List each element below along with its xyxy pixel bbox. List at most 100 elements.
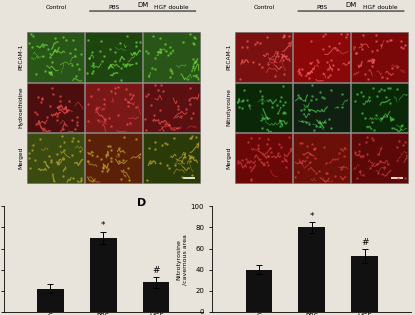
Point xyxy=(240,98,247,103)
Point xyxy=(276,141,282,146)
Point xyxy=(142,128,149,133)
Point xyxy=(375,151,382,156)
Point xyxy=(248,135,254,140)
Text: Nitrotyrosine: Nitrotyrosine xyxy=(226,88,231,126)
Point xyxy=(98,38,105,43)
Point xyxy=(239,99,245,104)
Point xyxy=(316,121,323,126)
Point xyxy=(89,61,96,66)
Point xyxy=(172,162,178,167)
Point xyxy=(46,104,53,109)
Point xyxy=(190,63,196,68)
Point xyxy=(40,43,47,48)
Point xyxy=(187,136,193,141)
Point xyxy=(370,138,376,143)
Point xyxy=(26,155,32,160)
Point xyxy=(171,135,178,140)
Point xyxy=(178,114,185,119)
Point xyxy=(150,117,157,122)
Point xyxy=(192,35,199,40)
Point xyxy=(54,152,60,157)
Point xyxy=(244,39,250,44)
Point xyxy=(111,58,118,63)
Point xyxy=(48,158,55,163)
Point xyxy=(69,117,76,122)
Bar xyxy=(351,32,408,82)
Point xyxy=(34,112,40,117)
Point xyxy=(402,140,409,145)
Point xyxy=(152,83,159,88)
Point xyxy=(235,161,242,166)
Point xyxy=(337,146,344,152)
Point xyxy=(99,168,106,173)
Point xyxy=(263,142,270,147)
Point xyxy=(259,65,265,70)
Bar xyxy=(352,256,378,312)
Point xyxy=(381,165,388,170)
Point xyxy=(57,99,64,104)
Point xyxy=(322,119,328,124)
Point xyxy=(322,32,328,37)
Point xyxy=(144,177,150,182)
Point xyxy=(108,123,115,129)
Bar xyxy=(85,32,142,82)
Point xyxy=(300,106,307,112)
Point xyxy=(266,146,273,151)
Point xyxy=(50,92,57,97)
Point xyxy=(105,167,111,172)
Point xyxy=(159,88,166,93)
Point xyxy=(295,69,301,74)
Point xyxy=(281,100,288,105)
Point xyxy=(311,146,317,152)
Point xyxy=(298,108,304,113)
Point xyxy=(334,66,341,71)
Point xyxy=(239,57,245,62)
Point xyxy=(277,99,283,104)
Point xyxy=(385,162,391,167)
Text: Merged: Merged xyxy=(226,146,231,169)
Point xyxy=(343,32,350,37)
Point xyxy=(387,37,393,42)
Point xyxy=(32,110,39,115)
Point xyxy=(174,106,181,111)
Point xyxy=(65,108,71,113)
Point xyxy=(264,61,271,66)
Point xyxy=(99,164,106,169)
Point xyxy=(378,87,384,92)
Point xyxy=(275,150,281,155)
Point xyxy=(148,102,154,107)
Point xyxy=(394,86,400,91)
Point xyxy=(77,52,84,57)
Point xyxy=(40,53,46,58)
Point xyxy=(167,75,173,80)
Point xyxy=(246,103,252,108)
Point xyxy=(90,63,96,68)
Point xyxy=(314,60,321,65)
Point xyxy=(369,119,376,124)
Text: #: # xyxy=(361,238,368,247)
Point xyxy=(356,169,363,174)
Point xyxy=(30,142,37,147)
Bar xyxy=(27,133,84,183)
Bar xyxy=(143,133,200,183)
Point xyxy=(102,117,108,122)
Point xyxy=(188,172,195,177)
Point xyxy=(307,160,314,165)
Point xyxy=(402,42,408,47)
Point xyxy=(93,107,100,112)
Point xyxy=(120,157,127,162)
Point xyxy=(338,32,344,37)
Point xyxy=(358,42,364,47)
Point xyxy=(88,49,95,54)
Point xyxy=(308,141,315,146)
Bar xyxy=(37,289,63,312)
Point xyxy=(264,136,271,141)
Point xyxy=(271,73,278,78)
Point xyxy=(46,154,52,159)
Point xyxy=(142,48,149,53)
Point xyxy=(235,159,242,164)
Point xyxy=(69,63,76,68)
Point xyxy=(193,141,200,146)
Point xyxy=(190,111,196,116)
Point xyxy=(299,119,306,124)
